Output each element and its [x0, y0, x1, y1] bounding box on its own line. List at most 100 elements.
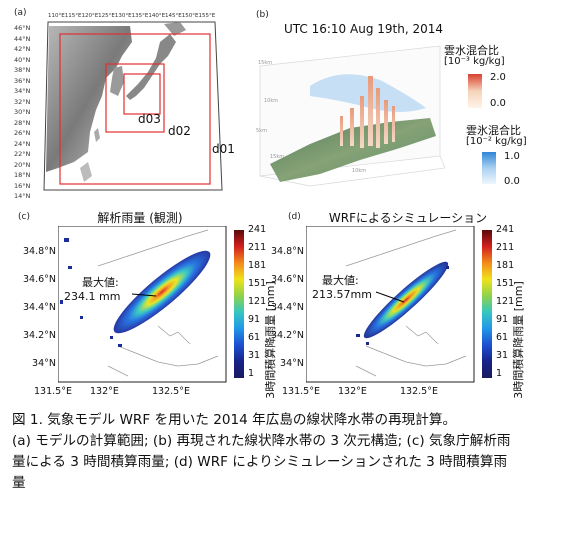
x-tick-label: 132°E [338, 386, 367, 397]
colorbar-tick: 1 [248, 368, 255, 379]
axis-mark: 10km [264, 98, 279, 104]
domain-d03-box [123, 73, 161, 115]
colorbar-tick: 151 [496, 278, 515, 289]
colorbar-tick: 181 [496, 260, 515, 271]
colorbar-gradient [482, 230, 492, 378]
lat-tick-label: 44°N [14, 34, 31, 43]
y-tick-label: 34.4°N [22, 302, 56, 313]
philippines-land [80, 162, 92, 182]
cloud-water-unit: [10⁻³ kg/kg] [444, 56, 505, 67]
colorbar-tick: 31 [248, 350, 261, 361]
domain-map [43, 21, 223, 191]
colorbar-tick: 61 [496, 332, 509, 343]
axis-mark: 15km [270, 154, 285, 160]
cloud-water-plumes [340, 76, 395, 148]
lat-tick-label: 22°N [14, 150, 31, 158]
cloud-ice-max: 1.0 [504, 151, 520, 162]
lat-tick-label: 30°N [14, 108, 31, 116]
cloud-water-colorbar [468, 74, 482, 108]
lat-tick-label: 14°N [14, 192, 31, 200]
axis-mark: 10km [352, 168, 367, 174]
y-tick-label: 34.6°N [22, 274, 56, 285]
lat-tick-label: 18°N [14, 171, 31, 179]
y-tick-label: 34°N [32, 358, 56, 369]
cloud-water-max: 2.0 [490, 72, 506, 83]
cloud-3d-view [259, 45, 446, 187]
y-tick-label: 34°N [280, 358, 304, 369]
max-value: 234.1 mm [64, 290, 121, 303]
colorbar-tick: 151 [248, 278, 267, 289]
y-tick-label: 34.8°N [22, 246, 56, 257]
colorbar-tick: 241 [496, 224, 515, 235]
x-tick-label: 132.5°E [400, 386, 438, 397]
colorbar-tick: 91 [248, 314, 261, 325]
domain-d01-box [59, 33, 211, 185]
colorbar-gradient [234, 230, 244, 378]
x-tick-label: 132°E [90, 386, 119, 397]
y-tick-label: 34.6°N [270, 274, 304, 285]
x-tick-label: 132.5°E [152, 386, 190, 397]
lat-tick-label: 36°N [14, 76, 31, 85]
time-label: UTC 16:10 Aug 19th, 2014 [284, 22, 443, 36]
cloud-ice-min: 0.0 [504, 176, 520, 187]
cloud-water-min: 0.0 [490, 98, 506, 109]
colorbar-tick: 211 [496, 242, 515, 253]
panel-b-label: (b) [256, 10, 269, 20]
coastline [345, 229, 467, 367]
colorbar-tick: 211 [248, 242, 267, 253]
hokkaido-land [164, 22, 186, 36]
x-tick-label: 131.5°E [34, 386, 72, 397]
max-value: 213.57mm [312, 288, 372, 301]
cloud-water-title: 雲水混合比 [444, 44, 499, 57]
colorbar-tick: 1 [496, 368, 503, 379]
colorbar-tick: 91 [496, 314, 509, 325]
max-label: 最大値: [322, 274, 359, 287]
colorbar-label: 3時間積算降雨量 [mm] [512, 281, 525, 399]
lat-tick-label: 16°N [14, 181, 31, 190]
scattered-rain [60, 238, 122, 347]
domain-d02-box [105, 63, 165, 133]
domain-d02-label: d02 [168, 124, 191, 138]
caption-line-2: (a) モデルの計算範囲; (b) 再現された線状降水帯の 3 次元構造; (c… [12, 433, 511, 449]
panel-c-title: 解析雨量 (観測) [97, 211, 183, 225]
coastline [97, 229, 219, 367]
colorbar-tick: 61 [248, 332, 261, 343]
panel-a-label: (a) [14, 8, 27, 18]
y-tick-label: 34.2°N [22, 330, 56, 341]
japan-land [126, 34, 176, 100]
y-tick-label: 34.2°N [270, 330, 304, 341]
axis-mark: 15km [258, 60, 273, 66]
cloud-ice-title: 雲氷混合比 [466, 124, 521, 137]
colorbar-tick: 121 [496, 296, 515, 307]
y-tick-label: 34.8°N [270, 246, 304, 257]
lat-tick-label: 20°N [14, 160, 31, 169]
axis-mark: 5km [256, 128, 267, 134]
caption-line-1: 図 1. 気象モデル WRF を用いた 2014 年広島の線状降水帯の再現計算。 [12, 412, 457, 428]
lat-tick-label: 40°N [14, 55, 31, 64]
cloud-ice-unit: [10⁻² kg/kg] [466, 136, 527, 147]
scattered-rain [356, 266, 449, 345]
lat-tick-label: 38°N [14, 66, 31, 74]
figure-caption: 図 1. 気象モデル WRF を用いた 2014 年広島の線状降水帯の再現計算。… [12, 410, 578, 494]
lat-tick-label: 34°N [14, 87, 31, 95]
max-pointer [131, 293, 157, 297]
korea-land [110, 66, 124, 96]
domain-d03-label: d03 [138, 112, 161, 126]
colorbar-tick: 181 [248, 260, 267, 271]
colorbar-tick: 121 [248, 296, 267, 307]
colorbar-tick: 241 [248, 224, 267, 235]
lat-tick-label: 46°N [14, 24, 31, 32]
panel-d-title: WRFによるシミュレーション [328, 211, 488, 225]
lon-tick-labels: 110°E115°E120°E125°E130°E135°E140°E145°E… [48, 13, 216, 19]
max-pointer [375, 291, 405, 303]
lat-tick-label: 32°N [14, 97, 31, 106]
caption-line-3: 量による 3 時間積算雨量; (d) WRF によりシミュレーションされた 3 … [12, 454, 508, 470]
taiwan-land [94, 128, 100, 142]
x-tick-label: 131.5°E [282, 386, 320, 397]
max-label: 最大値: [82, 276, 119, 289]
lat-tick-label: 28°N [14, 118, 31, 127]
cloud-ice-colorbar [482, 152, 496, 184]
rain-band [113, 250, 211, 334]
colorbar-tick: 31 [496, 350, 509, 361]
lat-tick-label: 42°N [14, 45, 31, 53]
